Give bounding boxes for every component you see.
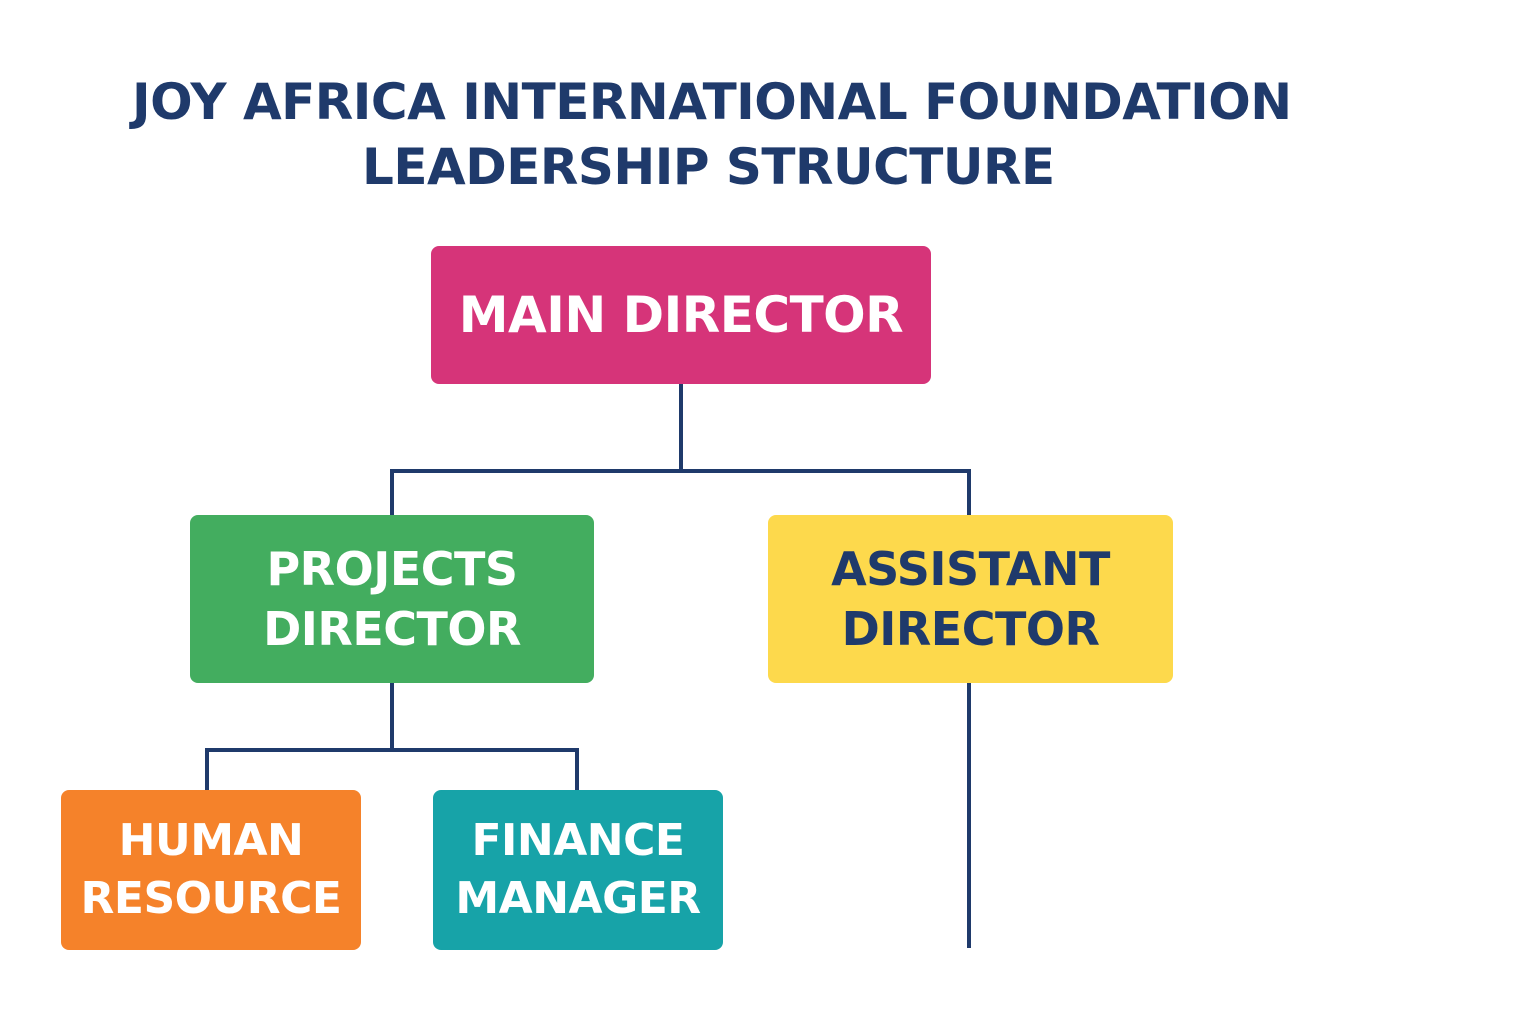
- node-main-director: MAIN DIRECTOR: [431, 246, 931, 384]
- node-assistant-director: ASSISTANT DIRECTOR: [768, 515, 1173, 683]
- node-finance-manager-label: FINANCE MANAGER: [455, 815, 701, 924]
- connector-level-one-bar: [390, 469, 971, 515]
- node-assistant-director-label: ASSISTANT DIRECTOR: [831, 542, 1110, 656]
- chart-title-line-1: JOY AFRICA INTERNATIONAL FOUNDATION: [132, 73, 1292, 131]
- node-human-resource-label: HUMAN RESOURCE: [80, 815, 343, 924]
- node-finance-manager: FINANCE MANAGER: [433, 790, 723, 950]
- node-main-director-label: MAIN DIRECTOR: [458, 286, 904, 344]
- chart-title-line-2: LEADERSHIP STRUCTURE: [362, 138, 1055, 196]
- node-human-resource: HUMAN RESOURCE: [61, 790, 361, 950]
- connector-level-two-bar: [205, 748, 579, 790]
- node-projects-director-label: PROJECTS DIRECTOR: [263, 542, 521, 656]
- node-projects-director: PROJECTS DIRECTOR: [190, 515, 594, 683]
